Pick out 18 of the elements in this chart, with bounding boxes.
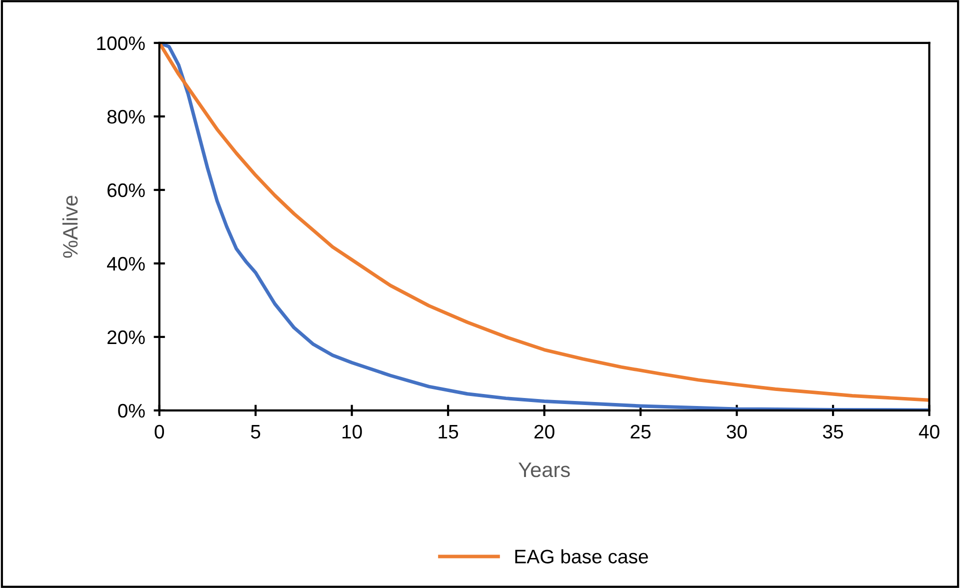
x-tick-label: 20 xyxy=(534,424,554,439)
y-tick-label: 20% xyxy=(108,330,145,344)
y-tick-label: 60% xyxy=(108,183,145,198)
x-tick-label: 35 xyxy=(822,424,844,439)
y-axis-title: %Alive xyxy=(62,196,78,258)
y-tick-label: 100% xyxy=(97,36,145,50)
x-axis-title: Years xyxy=(518,462,570,478)
x-tick-label: 10 xyxy=(342,424,362,439)
x-tick-label: 5 xyxy=(250,425,260,439)
y-tick-label: 40% xyxy=(107,256,145,271)
x-tick-label: 0 xyxy=(154,424,164,439)
x-tick-label: 30 xyxy=(726,424,747,439)
x-tick-label: 40 xyxy=(918,424,940,439)
y-tick-label: 80% xyxy=(107,110,145,124)
x-tick-label: 25 xyxy=(630,424,651,439)
legend-label: EAG base case xyxy=(515,549,648,564)
x-tick-label: 15 xyxy=(438,425,458,439)
y-tick-label: 0% xyxy=(118,404,145,418)
